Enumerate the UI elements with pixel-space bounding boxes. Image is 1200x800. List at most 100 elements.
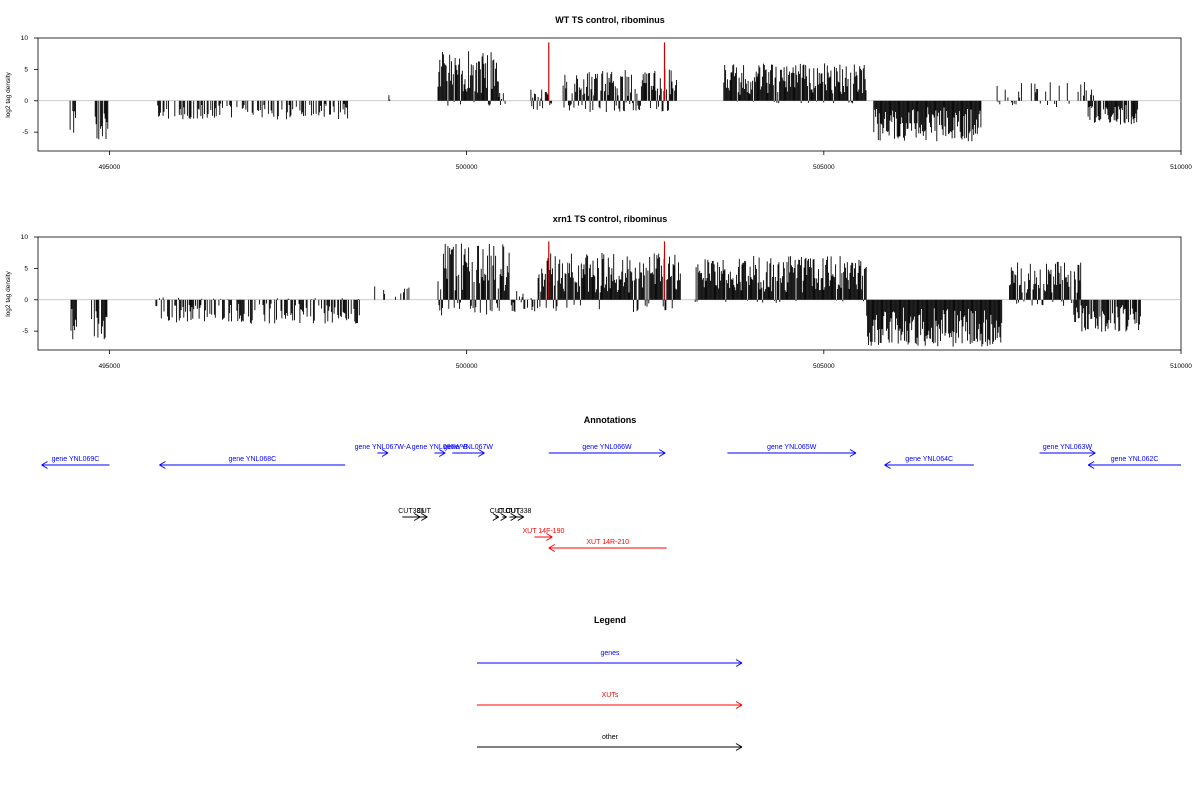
annotation-arrow-head [658, 452, 666, 457]
annotation-gene: gene YNL064C [884, 456, 974, 469]
annotation-label: XUT 14F-190 [522, 528, 564, 535]
annotation-arrow-head [159, 464, 166, 469]
annotation-gene: gene YNL066W-B [412, 444, 468, 457]
annotation-label: CUT [417, 508, 432, 515]
annotation-arrow-head [884, 461, 891, 466]
annotation-arrow-head [478, 452, 485, 457]
xrn1-x-tick-label: 510000 [1170, 363, 1192, 370]
annotation-arrow-head [492, 513, 500, 518]
annotation-arrow-head [546, 533, 553, 538]
annotation-gene: gene YNL067W-A [355, 444, 411, 457]
wt-y-tick-label: 0 [24, 98, 28, 105]
annotation-gene: gene YNL068C [159, 456, 346, 469]
annotation-label: gene YNL066W [582, 444, 632, 451]
xrn1-track-panel: xrn1 TS control, ribominus log2 tag dens… [5, 214, 1192, 370]
xrn1-x-tick-label: 495000 [99, 363, 121, 370]
annotation-arrow-head [548, 544, 556, 549]
annotation-other: CUT338 [505, 508, 532, 521]
annotation-arrow-head [884, 464, 891, 469]
annotation-label: gene YNL062C [1111, 456, 1159, 463]
annotation-arrow-head [413, 513, 421, 518]
annotation-xut: XUT 14F-190 [522, 528, 564, 541]
annotation-arrow-head [510, 513, 517, 518]
annotation-label: gene YNL066W-B [412, 444, 468, 451]
xrn1-track-title: xrn1 TS control, ribominus [553, 214, 668, 224]
wt-x-tick-label: 505000 [813, 164, 835, 171]
annotation-arrow-head [849, 452, 857, 457]
annotation-other: CUT [506, 508, 521, 521]
legend-title: Legend [594, 615, 626, 625]
annotation-gene: gene YNL069C [41, 456, 110, 469]
annotation-arrow-head [159, 461, 166, 466]
annotation-label: gene YNL063W [1043, 444, 1093, 451]
legend-items: genes XUTs other [477, 650, 743, 751]
legend-label: genes [600, 650, 620, 657]
wt-y-tick-label: -5 [22, 129, 28, 136]
xrn1-y-tick-label: 10 [21, 234, 29, 241]
legend-arrow-head [735, 704, 743, 709]
annotation-arrow-head [658, 449, 666, 454]
wt-track-title: WT TS control, ribominus [555, 15, 665, 25]
annotation-label: CUT [497, 508, 512, 515]
annotation-arrow-head [421, 513, 428, 518]
legend-arrow-head [735, 662, 743, 667]
annotation-arrow-head [438, 452, 446, 457]
annotation-other: CUT336 [398, 508, 424, 521]
annotation-arrow-head [381, 452, 389, 457]
xrn1-y-tick-label: 5 [24, 265, 28, 272]
wt-y-tick-label: 10 [21, 35, 29, 42]
wt-x-tick-label: 510000 [1170, 164, 1192, 171]
annotation-label: CUT [506, 508, 521, 515]
annotations-panel: Annotations gene YNL069C gene YNL068C gene… [41, 415, 1181, 552]
annotation-arrow-head [500, 513, 507, 518]
annotation-gene: gene YNL066W [548, 444, 666, 457]
xrn1-y-tick-label: -5 [22, 328, 28, 335]
xrn1-plot-frame [37, 236, 1182, 351]
annotation-label: gene YNL069C [52, 456, 100, 463]
annotation-arrow-head [1089, 452, 1096, 457]
annotation-other: CUT [490, 508, 505, 521]
annotation-arrow-head [41, 464, 48, 469]
annotation-label: XUT 14R-210 [586, 539, 629, 546]
annotation-arrow-head [517, 516, 525, 521]
annotation-arrow-head [1087, 461, 1095, 466]
annotation-gene: gene YNL062C [1087, 456, 1181, 469]
annotation-arrow-head [492, 516, 500, 521]
annotation-xut: XUT 14R-210 [548, 539, 667, 552]
annotations-title: Annotations [584, 415, 637, 425]
legend-label: XUTs [602, 692, 619, 699]
legend-arrow-head [735, 701, 743, 706]
wt-y-axis-label: log2 tag density [5, 71, 12, 117]
legend-arrow-head [735, 746, 743, 751]
legend: Legend genes XUTs other [477, 615, 743, 751]
annotation-label: gene YNL064C [905, 456, 953, 463]
wt-y-tick-label: 5 [24, 66, 28, 73]
annotation-gene: gene YNL065W [727, 444, 857, 457]
annotation-label: gene YNL067W [444, 444, 494, 451]
xrn1-y-axis-label: log2 tag density [5, 270, 12, 316]
legend-item: XUTs [477, 692, 743, 709]
wt-axes: 495000 500000 505000 510000 -5 0 5 10 [21, 35, 1192, 171]
xrn1-x-tick-label: 505000 [813, 363, 835, 370]
annotation-arrow-head [478, 449, 485, 454]
legend-arrow-head [735, 659, 743, 664]
annotation-arrow-head [1087, 464, 1095, 469]
legend-item: other [477, 734, 743, 751]
annotation-gene: gene YNL067W [444, 444, 494, 457]
annotation-arrow-head [413, 516, 421, 521]
annotation-label: gene YNL067W-A [355, 444, 411, 451]
annotation-arrow-head [438, 449, 446, 454]
annotation-arrow-head [546, 536, 553, 541]
annotation-arrow-head [500, 516, 507, 521]
annotation-label: gene YNL065W [767, 444, 817, 451]
annotation-arrow-head [421, 516, 428, 521]
annotation-arrow-head [1089, 449, 1096, 454]
annotation-label: CUT338 [505, 508, 531, 515]
legend-arrow-head [735, 743, 743, 748]
wt-plot-frame [37, 37, 1182, 152]
annotation-arrow-head [849, 449, 857, 454]
annotation-label: gene YNL068C [228, 456, 276, 463]
xrn1-x-tick-label: 500000 [456, 363, 478, 370]
annotation-arrow-head [381, 449, 389, 454]
